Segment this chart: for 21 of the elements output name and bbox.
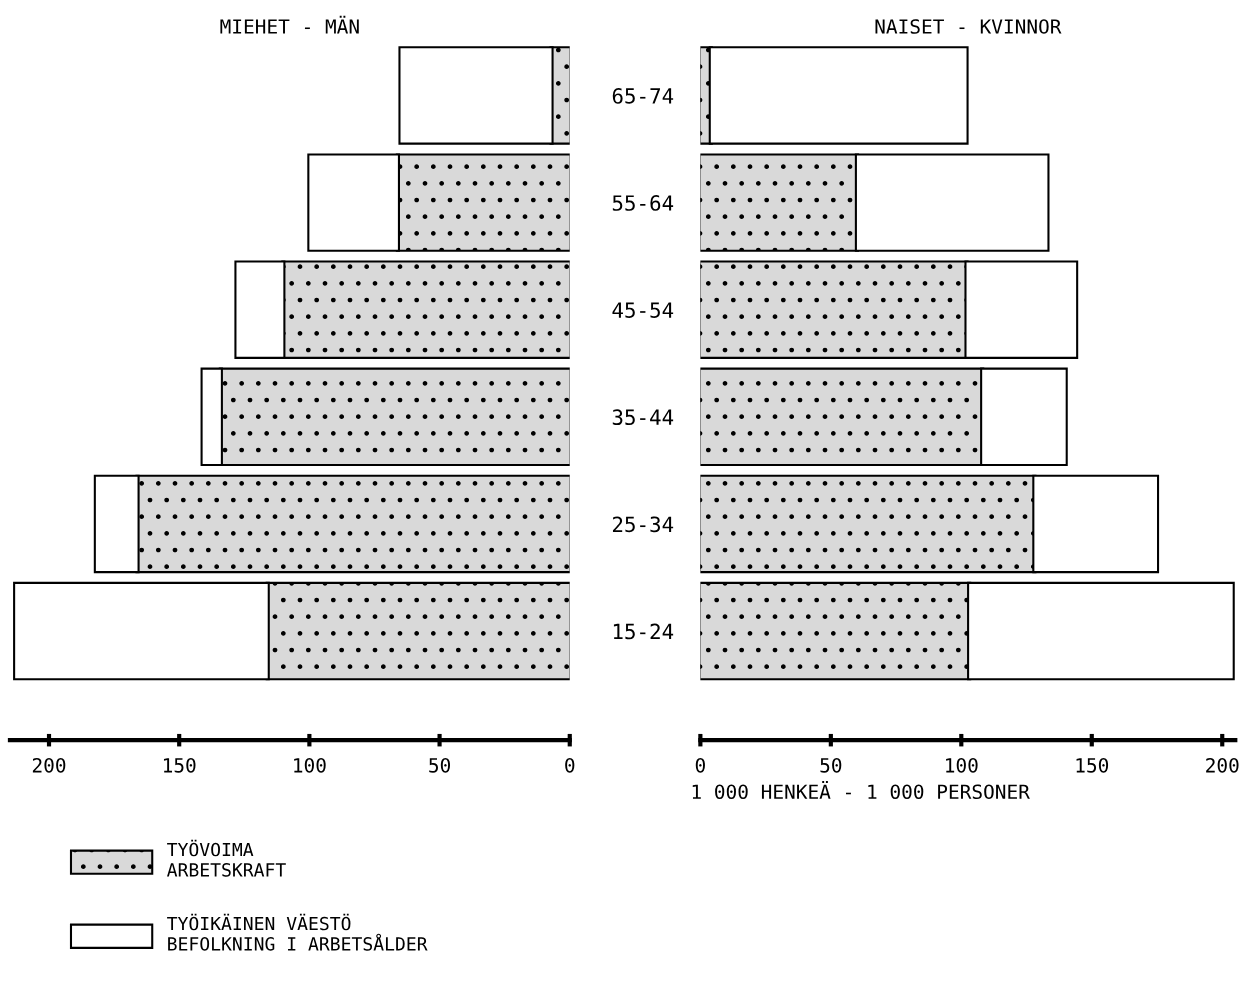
chart-title: MIEHET - MÄN [220, 15, 359, 34]
x-tick-label: 100 [946, 757, 978, 773]
x-tick-label: 150 [1076, 757, 1109, 773]
y-tick-label: 35-44 [612, 409, 674, 426]
y-tick-label: 55-64 [612, 195, 674, 211]
x-tick-label: 50 [429, 757, 451, 773]
y-tick-label: 15-24 [613, 623, 674, 640]
x-tick-label: 200 [32, 757, 66, 773]
text: 1 000 HENKEÄ - 1 000 PERSONER [692, 781, 1030, 800]
x-tick-label: 50 [820, 757, 842, 773]
y-tick-label: 25-34 [612, 516, 674, 533]
chart-title: NAISET - KVINNOR [875, 19, 1062, 34]
legend-label: TYÖVOIMA ARBETSKRAFT [167, 839, 286, 877]
legend-label: TYÖIKÄINEN VÄESTÖ BEFOLKNING I ARBETSÅLDER [167, 913, 428, 951]
x-tick-label: 150 [163, 757, 196, 773]
x-tick-label: 0 [565, 757, 575, 773]
x-tick-label: 200 [1206, 757, 1239, 773]
x-tick-label: 100 [294, 757, 326, 773]
y-tick-label: 45-54 [612, 302, 674, 318]
x-tick-label: 0 [695, 757, 705, 773]
y-tick-label: 65-74 [612, 87, 674, 104]
